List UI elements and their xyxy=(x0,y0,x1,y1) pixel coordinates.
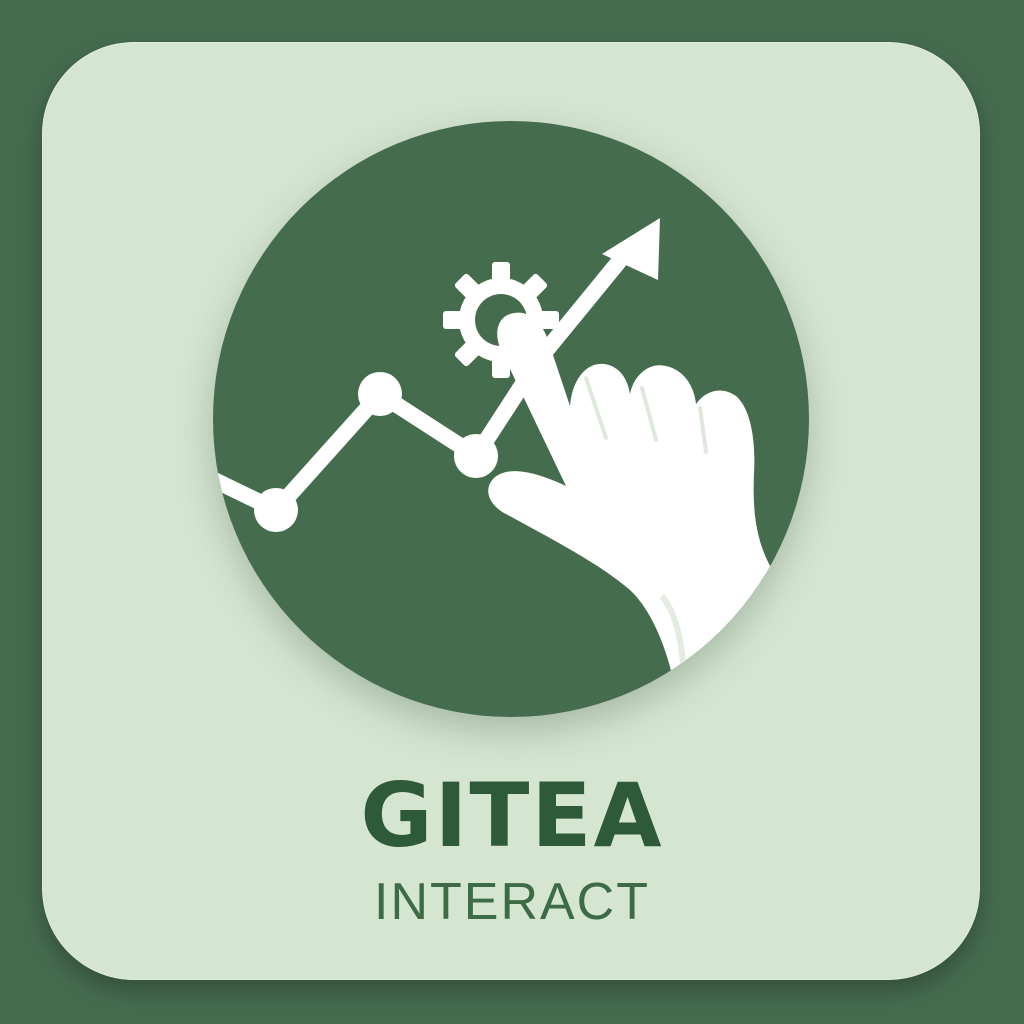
app-subtitle: INTERACT xyxy=(374,873,650,931)
app-name: GITEA xyxy=(360,764,664,867)
trend-line-icon xyxy=(213,368,536,532)
app-logo-emblem xyxy=(210,118,812,720)
trend-arrow-icon xyxy=(532,218,660,366)
